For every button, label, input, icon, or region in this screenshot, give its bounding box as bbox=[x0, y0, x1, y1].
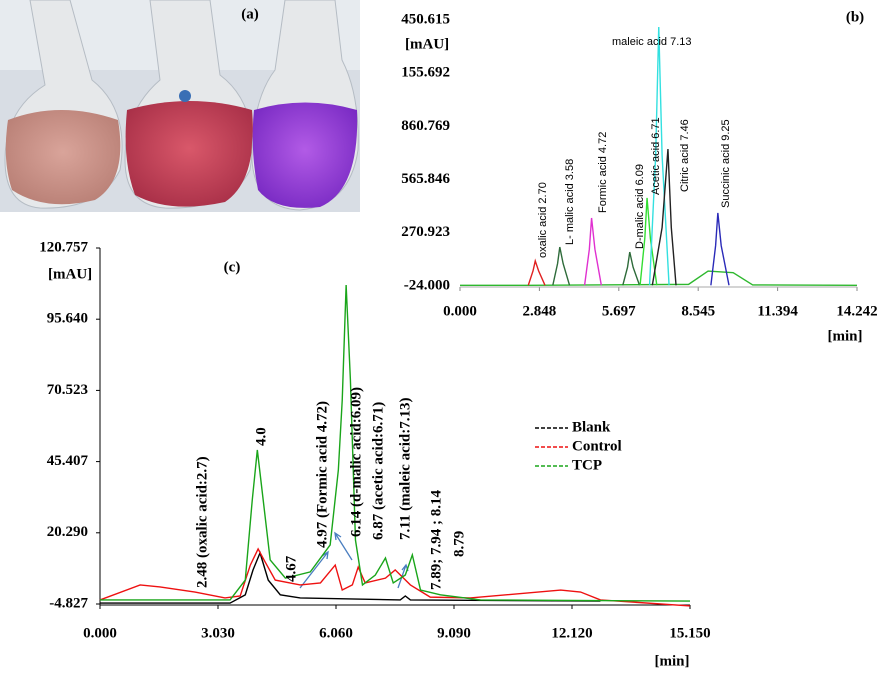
x-tick-label: 11.394 bbox=[757, 303, 798, 319]
series-line bbox=[639, 197, 658, 286]
peak-annotation: 8.79 bbox=[451, 531, 467, 557]
peak-annotation: 2.48 (oxalic acid:2.7) bbox=[194, 456, 210, 588]
y-tick-label: 270.923 bbox=[401, 224, 450, 240]
series-line bbox=[651, 149, 677, 286]
peak-annotation: oxalic acid 2.70 bbox=[537, 182, 549, 258]
series-line bbox=[99, 547, 691, 607]
y-tick-label: -24.000 bbox=[404, 277, 450, 293]
peak-annotation: 4.97 (Formic acid 4.72) bbox=[314, 401, 330, 548]
x-tick-label: 15.150 bbox=[669, 625, 710, 641]
x-tick-label: 9.090 bbox=[437, 625, 471, 641]
y-tick-label: 20.290 bbox=[47, 524, 88, 540]
x-tick-label: 3.030 bbox=[201, 625, 235, 641]
y-tick-label: 450.615 bbox=[401, 11, 450, 27]
peak-annotation: 7.11 (maleic acid:7.13) bbox=[397, 398, 413, 540]
y-tick-label: 860.769 bbox=[401, 118, 450, 134]
flask-liquid bbox=[5, 110, 121, 205]
peak-annotation: Formic acid 4.72 bbox=[597, 132, 609, 213]
x-tick-label: 0.000 bbox=[443, 303, 477, 319]
flask-stopper-mark bbox=[179, 90, 191, 102]
series-line bbox=[552, 246, 571, 286]
x-tick-label: 5.697 bbox=[602, 303, 636, 319]
legend-label: TCP bbox=[572, 457, 602, 473]
arrow bbox=[334, 531, 353, 561]
series-line bbox=[622, 251, 641, 286]
y-tick-label: 95.640 bbox=[47, 311, 88, 327]
flask-liquid bbox=[125, 101, 253, 207]
peak-annotation: 6.87 (acetic acid:6.71) bbox=[370, 402, 386, 540]
series-line bbox=[583, 217, 603, 286]
peak-annotation: L- malic acid 3.58 bbox=[564, 159, 576, 245]
y-tick-label: 120.757 bbox=[39, 239, 88, 255]
panel-label: (a) bbox=[241, 6, 259, 22]
series-line bbox=[710, 212, 730, 286]
legend-label: Control bbox=[572, 438, 622, 454]
peak-annotation: 6.14 (d-malic acid:6.09) bbox=[348, 387, 364, 537]
chart: (b) [mAU] [min] -24.000 270.923 565.846 860.76… bbox=[401, 9, 877, 344]
x-tick-label: 6.060 bbox=[319, 625, 353, 641]
y-tick-label: 70.523 bbox=[47, 382, 88, 398]
peak-annotation: maleic acid 7.13 bbox=[612, 36, 692, 48]
peak-annotation: 7.89; 7.94 ; 8.14 bbox=[428, 490, 444, 590]
x-axis-label: [min] bbox=[655, 653, 690, 669]
x-tick-label: 2.848 bbox=[523, 303, 557, 319]
x-tick-label: 0.000 bbox=[83, 625, 117, 641]
peak-annotation: 4.67 bbox=[283, 555, 299, 582]
y-axis-label: [mAU] bbox=[48, 266, 92, 282]
peak-annotation: D-malic acid 6.09 bbox=[634, 164, 646, 249]
chart: (c) [mAU] [min] -4.827 20.290 45.407 70.523 95.… bbox=[39, 239, 710, 669]
arrow bbox=[299, 550, 329, 589]
y-tick-label: -4.827 bbox=[49, 595, 88, 611]
panel-title: (b) bbox=[846, 9, 864, 25]
y-axis-label: [mAU] bbox=[405, 36, 449, 52]
peak-annotation: Citric acid 7.46 bbox=[679, 119, 691, 192]
series-line bbox=[100, 550, 601, 604]
peak-annotation: 4.0 bbox=[253, 427, 269, 446]
legend-label: Blank bbox=[572, 419, 611, 435]
x-tick-label: 12.120 bbox=[551, 625, 592, 641]
peak-annotation: Succinic acid 9.25 bbox=[720, 119, 732, 208]
series-line bbox=[460, 270, 858, 286]
y-tick-label: 155.692 bbox=[401, 65, 450, 81]
x-axis-label: [min] bbox=[828, 328, 863, 344]
x-tick-label: 14.242 bbox=[836, 303, 877, 319]
series-line bbox=[100, 284, 691, 602]
y-tick-label: 45.407 bbox=[47, 453, 89, 469]
peak-annotation: Acetic acid 6.71 bbox=[650, 117, 662, 195]
series-line bbox=[527, 258, 546, 286]
flask-liquid bbox=[252, 102, 358, 208]
y-tick-label: 565.846 bbox=[401, 171, 450, 187]
x-tick-label: 8.545 bbox=[681, 303, 715, 319]
photo: (a) bbox=[0, 0, 360, 212]
panel-title: (c) bbox=[224, 259, 241, 275]
